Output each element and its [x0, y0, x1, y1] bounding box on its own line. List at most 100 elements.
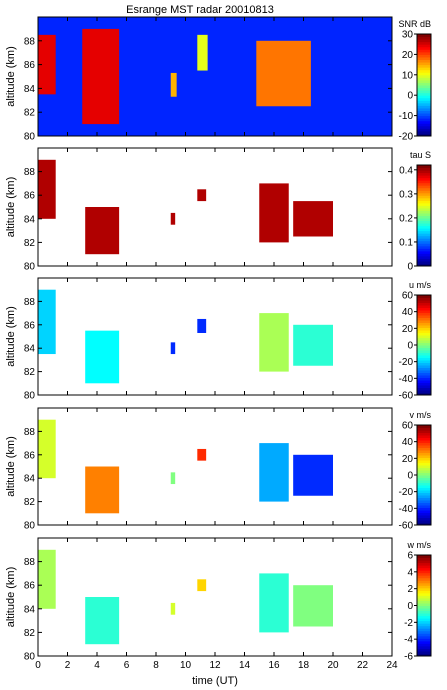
- colorbar-swatch: [417, 340, 431, 343]
- colorbar-swatch: [417, 597, 431, 601]
- colorbar-swatch: [417, 185, 431, 189]
- heatmap-region: [170, 602, 176, 615]
- y-tick-label: 82: [24, 628, 36, 639]
- colorbar-swatch: [417, 245, 431, 249]
- colorbar-swatch: [417, 360, 431, 363]
- y-tick-label: 84: [24, 214, 36, 225]
- colorbar-swatch: [417, 49, 431, 53]
- colorbar-swatch: [417, 487, 431, 491]
- colorbar-swatch: [417, 372, 431, 376]
- colorbar-swatch: [417, 462, 431, 466]
- colorbar-swatch: [417, 64, 431, 68]
- colorbar-tick-label: -10: [399, 111, 414, 122]
- colorbar-swatch: [417, 202, 431, 206]
- colorbar-swatch: [417, 250, 431, 254]
- colorbar-swatch: [417, 590, 431, 594]
- colorbar-swatch: [417, 623, 431, 627]
- colorbar-swatch: [417, 85, 431, 89]
- colorbar-tick-label: 30: [402, 30, 414, 41]
- colorbar-swatch: [417, 557, 431, 561]
- colorbar-swatch: [417, 500, 431, 503]
- colorbar-tick-label: 60: [402, 421, 414, 432]
- heatmap-region: [197, 189, 207, 202]
- colorbar-swatch: [417, 452, 431, 456]
- colorbar-swatch: [417, 592, 431, 596]
- colorbar-swatch: [417, 377, 431, 381]
- colorbar-swatch: [417, 635, 431, 639]
- colorbar-swatch: [417, 648, 431, 652]
- colorbar-tick-label: 60: [402, 291, 414, 302]
- colorbar-swatch: [417, 205, 431, 209]
- colorbar-swatch: [417, 39, 431, 43]
- colorbar-swatch: [417, 480, 431, 483]
- colorbar-swatch: [417, 505, 431, 508]
- colorbar-swatch: [417, 190, 431, 194]
- colorbar-swatch: [417, 243, 431, 247]
- y-axis-label: altitude (km): [5, 46, 17, 107]
- y-tick-label: 88: [24, 167, 36, 178]
- colorbar-swatch: [417, 107, 431, 111]
- y-tick-label: 86: [24, 320, 36, 331]
- colorbar-swatch: [417, 225, 431, 229]
- colorbar: u m/s60 40 20 0 -20 -40 -60: [399, 280, 432, 402]
- colorbar-swatch: [417, 253, 431, 257]
- colorbar-swatch: [417, 495, 431, 498]
- colorbar-swatch: [417, 427, 431, 431]
- colorbar-swatch: [417, 613, 431, 617]
- y-tick-label: 80: [24, 391, 36, 402]
- colorbar-tick-label: 0.2: [399, 213, 413, 224]
- colorbar-swatch: [417, 302, 431, 306]
- colorbar-swatch: [417, 325, 431, 328]
- colorbar-tick-label: -4: [404, 635, 413, 646]
- colorbar-swatch: [417, 248, 431, 252]
- colorbar-frame: [416, 33, 432, 137]
- panel-4: 80 82 84 86 88 altitude (km) v m/s60 40 20 0 -20 -4…: [5, 407, 432, 532]
- colorbar-swatch: [417, 445, 431, 448]
- x-tick-label: 4: [94, 660, 100, 671]
- colorbar-swatch: [417, 470, 431, 473]
- y-tick-label: 84: [24, 84, 36, 95]
- colorbar-swatch: [417, 200, 431, 204]
- colorbar-swatch: [417, 133, 431, 137]
- heatmap-region: [197, 448, 207, 461]
- colorbar-tick-label: -20: [399, 487, 414, 498]
- colorbar-swatch: [417, 233, 431, 237]
- colorbar-swatch: [417, 385, 431, 388]
- colorbar-swatch: [417, 87, 431, 91]
- x-tick-label: 10: [180, 660, 192, 671]
- heatmap-region: [85, 597, 120, 645]
- colorbar-swatch: [417, 645, 431, 649]
- colorbar-swatch: [417, 465, 431, 468]
- y-tick-label: 88: [24, 427, 36, 438]
- colorbar-swatch: [417, 562, 431, 566]
- colorbar-swatch: [417, 180, 431, 184]
- colorbar-swatch: [417, 600, 431, 604]
- colorbar-swatch: [417, 228, 431, 232]
- colorbar-swatch: [417, 295, 431, 298]
- colorbar-tick-label: 40: [402, 307, 414, 318]
- colorbar: tau S 0.4 0.3 0.2 0.1 0: [399, 150, 432, 273]
- colorbar-swatch: [417, 355, 431, 358]
- colorbar-swatch: [417, 92, 431, 96]
- y-tick-label: 88: [24, 557, 36, 568]
- colorbar-swatch: [417, 77, 431, 81]
- colorbar-swatch: [417, 440, 431, 443]
- x-tick-label: 8: [153, 660, 159, 671]
- heatmap-region: [293, 454, 333, 496]
- colorbar-swatch: [417, 605, 431, 609]
- heatmap-region: [38, 419, 56, 479]
- colorbar-swatch: [417, 482, 431, 486]
- colorbar-swatch: [417, 595, 431, 599]
- heatmap-region: [170, 472, 176, 485]
- colorbar-swatch: [417, 335, 431, 338]
- colorbar-swatch: [417, 520, 431, 523]
- y-tick-label: 88: [24, 36, 36, 47]
- colorbar-tick-label: 4: [407, 567, 413, 578]
- colorbar-swatch: [417, 72, 431, 76]
- colorbar-swatch: [417, 572, 431, 576]
- heatmap-region: [197, 34, 208, 71]
- colorbar-swatch: [417, 450, 431, 453]
- x-tick-label: 22: [357, 660, 369, 671]
- colorbar: w m/s6 4 2 0 -2 -4 -6: [404, 540, 432, 663]
- colorbar-swatch: [417, 365, 431, 368]
